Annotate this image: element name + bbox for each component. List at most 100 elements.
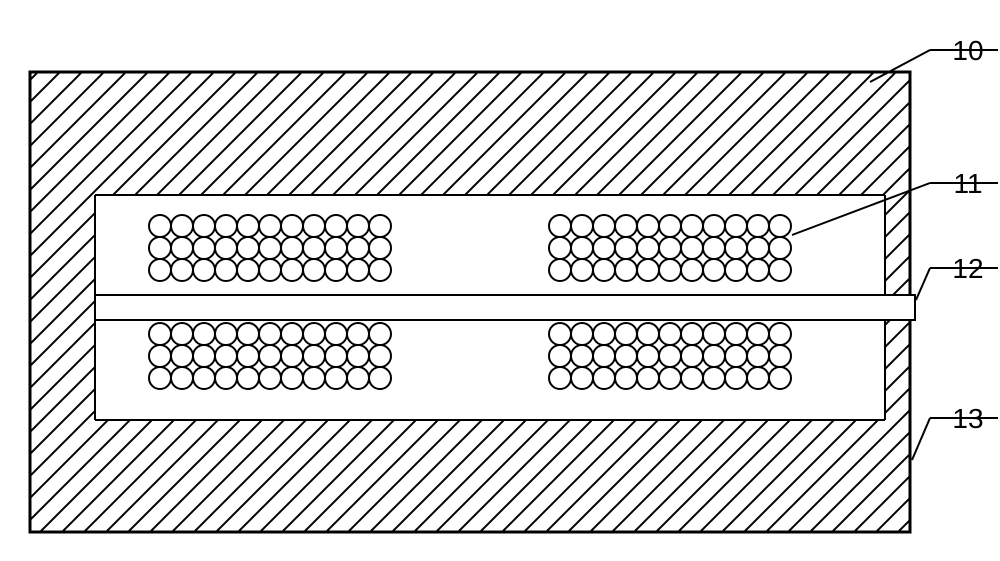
coil-turn <box>659 345 681 367</box>
center-plate <box>95 295 915 320</box>
coil-turn <box>703 259 725 281</box>
coil-turn <box>171 259 193 281</box>
coil-turn <box>303 323 325 345</box>
coil-turn <box>615 323 637 345</box>
coil-turn <box>615 215 637 237</box>
coil-turn <box>259 237 281 259</box>
coil-turn <box>281 367 303 389</box>
coil-turn <box>281 259 303 281</box>
coil-turn <box>593 259 615 281</box>
coil-turn <box>281 345 303 367</box>
coil-turn <box>681 259 703 281</box>
coil-turn <box>281 323 303 345</box>
coil-turn <box>325 367 347 389</box>
coil-turn <box>171 367 193 389</box>
coil-turn <box>259 345 281 367</box>
coil-turn <box>747 367 769 389</box>
coil-turn <box>725 259 747 281</box>
coil-turn <box>659 323 681 345</box>
coil-turn <box>171 237 193 259</box>
coil-turn <box>193 367 215 389</box>
label-12: 12 <box>952 253 983 284</box>
coil-turn <box>703 367 725 389</box>
coil-turn <box>703 237 725 259</box>
coil-turn <box>637 215 659 237</box>
coil-turn <box>237 345 259 367</box>
coil-turn <box>149 323 171 345</box>
coil-turn <box>237 237 259 259</box>
coil-turn <box>659 237 681 259</box>
coil-turn <box>303 345 325 367</box>
coil-turn <box>215 345 237 367</box>
coil-turn <box>769 345 791 367</box>
coil-turn <box>681 237 703 259</box>
coil-turn <box>725 345 747 367</box>
coil-turn <box>347 259 369 281</box>
coil-turn <box>325 215 347 237</box>
coil-turn <box>703 323 725 345</box>
coil-turn <box>659 367 681 389</box>
coil-turn <box>725 323 747 345</box>
coil-turn <box>259 367 281 389</box>
coil-turn <box>149 367 171 389</box>
coil-turn <box>769 367 791 389</box>
coil-turn <box>747 237 769 259</box>
coil-turn <box>347 367 369 389</box>
coil-turn <box>659 259 681 281</box>
coil-turn <box>325 345 347 367</box>
coil-turn <box>725 215 747 237</box>
coil-turn <box>347 215 369 237</box>
coil-turn <box>259 323 281 345</box>
coil-turn <box>193 215 215 237</box>
coil-turn <box>549 237 571 259</box>
coil-turn <box>259 215 281 237</box>
coil-turn <box>237 215 259 237</box>
coil-turn <box>549 323 571 345</box>
coil-turn <box>325 237 347 259</box>
coil-turn <box>347 323 369 345</box>
coil-turn <box>347 237 369 259</box>
coil-turn <box>593 345 615 367</box>
coil-turn <box>637 345 659 367</box>
coil-turn <box>637 259 659 281</box>
coil-turn <box>681 345 703 367</box>
coil-turn <box>593 215 615 237</box>
coil-turn <box>193 237 215 259</box>
coil-turn <box>571 215 593 237</box>
coil-turn <box>725 237 747 259</box>
coil-turn <box>369 215 391 237</box>
coil-turn <box>769 323 791 345</box>
coil-turn <box>281 215 303 237</box>
coil-turn <box>615 345 637 367</box>
coil-turn <box>237 323 259 345</box>
coil-turn <box>171 345 193 367</box>
coil-turn <box>549 345 571 367</box>
coil-turn <box>593 367 615 389</box>
coil-turn <box>369 237 391 259</box>
coil-turn <box>637 323 659 345</box>
coil-turn <box>281 237 303 259</box>
coil-turn <box>369 323 391 345</box>
label-13: 13 <box>952 403 983 434</box>
coil-turn <box>303 215 325 237</box>
coil-turn <box>369 345 391 367</box>
coil-turn <box>769 237 791 259</box>
coil-turn <box>149 237 171 259</box>
coil-turn <box>149 345 171 367</box>
coil-turn <box>593 323 615 345</box>
coil-turn <box>237 367 259 389</box>
coil-turn <box>215 323 237 345</box>
coil-turn <box>681 323 703 345</box>
coil-turn <box>571 237 593 259</box>
coil-turn <box>549 215 571 237</box>
coil-turn <box>571 259 593 281</box>
label-10: 10 <box>952 35 983 66</box>
coil-turn <box>215 367 237 389</box>
coil-turn <box>571 345 593 367</box>
coil-turn <box>747 323 769 345</box>
coil-turn <box>193 323 215 345</box>
coil-turn <box>593 237 615 259</box>
coil-turn <box>637 237 659 259</box>
coil-turn <box>703 215 725 237</box>
coil-turn <box>637 367 659 389</box>
